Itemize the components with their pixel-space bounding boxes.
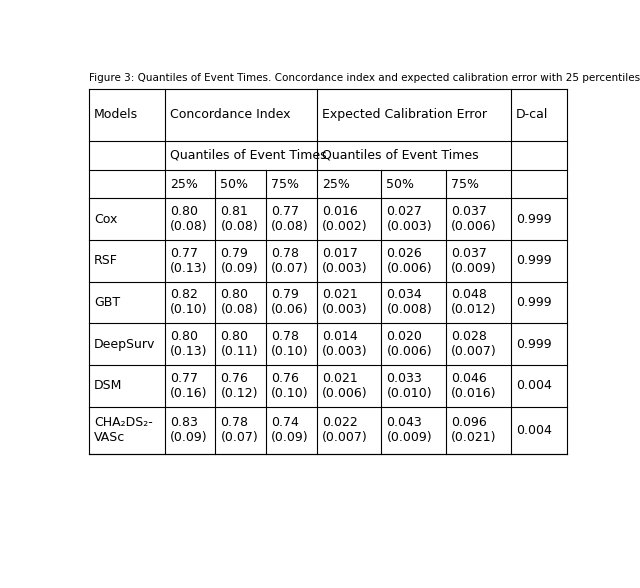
Text: DeepSurv: DeepSurv <box>94 338 156 350</box>
Text: GBT: GBT <box>94 296 120 309</box>
Text: 25%: 25% <box>170 178 198 191</box>
Text: 0.017
(0.003): 0.017 (0.003) <box>322 247 367 275</box>
Text: 0.80
(0.08): 0.80 (0.08) <box>220 288 258 316</box>
Text: 0.76
(0.12): 0.76 (0.12) <box>220 372 258 400</box>
Text: 0.999: 0.999 <box>516 296 552 309</box>
Text: 0.999: 0.999 <box>516 213 552 226</box>
Text: 0.78
(0.07): 0.78 (0.07) <box>220 416 258 445</box>
Text: 0.028
(0.007): 0.028 (0.007) <box>451 330 497 358</box>
Text: 0.80
(0.08): 0.80 (0.08) <box>170 205 207 233</box>
Text: 50%: 50% <box>387 178 414 191</box>
Text: Cox: Cox <box>94 213 117 226</box>
Text: 0.022
(0.007): 0.022 (0.007) <box>322 416 367 445</box>
Text: 0.77
(0.16): 0.77 (0.16) <box>170 372 207 400</box>
Text: Quantiles of Event Times: Quantiles of Event Times <box>322 149 478 162</box>
Text: Figure 3: Quantiles of Event Times. Concordance index and expected calibration e: Figure 3: Quantiles of Event Times. Conc… <box>89 73 640 83</box>
Text: 0.004: 0.004 <box>516 379 552 392</box>
Text: 0.77
(0.08): 0.77 (0.08) <box>271 205 309 233</box>
Text: 0.999: 0.999 <box>516 254 552 267</box>
Text: CHA₂DS₂-
VASc: CHA₂DS₂- VASc <box>94 416 152 445</box>
Text: 0.76
(0.10): 0.76 (0.10) <box>271 372 308 400</box>
Text: 0.037
(0.009): 0.037 (0.009) <box>451 247 497 275</box>
Text: 0.74
(0.09): 0.74 (0.09) <box>271 416 308 445</box>
Text: 0.81
(0.08): 0.81 (0.08) <box>220 205 258 233</box>
Text: 0.83
(0.09): 0.83 (0.09) <box>170 416 207 445</box>
Text: 75%: 75% <box>271 178 299 191</box>
Text: 0.037
(0.006): 0.037 (0.006) <box>451 205 497 233</box>
Text: 0.79
(0.09): 0.79 (0.09) <box>220 247 258 275</box>
Text: DSM: DSM <box>94 379 122 392</box>
Text: 75%: 75% <box>451 178 479 191</box>
Text: 25%: 25% <box>322 178 349 191</box>
Text: 0.004: 0.004 <box>516 424 552 437</box>
Text: 0.014
(0.003): 0.014 (0.003) <box>322 330 367 358</box>
Text: Models: Models <box>94 108 138 121</box>
Text: RSF: RSF <box>94 254 118 267</box>
Text: 50%: 50% <box>220 178 248 191</box>
Text: 0.020
(0.006): 0.020 (0.006) <box>387 330 432 358</box>
Text: 0.021
(0.006): 0.021 (0.006) <box>322 372 367 400</box>
Text: 0.027
(0.003): 0.027 (0.003) <box>387 205 432 233</box>
Text: Quantiles of Event Times: Quantiles of Event Times <box>170 149 326 162</box>
Text: 0.046
(0.016): 0.046 (0.016) <box>451 372 497 400</box>
Text: Concordance Index: Concordance Index <box>170 108 291 121</box>
Text: 0.033
(0.010): 0.033 (0.010) <box>387 372 432 400</box>
Text: 0.79
(0.06): 0.79 (0.06) <box>271 288 308 316</box>
Text: Expected Calibration Error: Expected Calibration Error <box>322 108 486 121</box>
Text: 0.78
(0.07): 0.78 (0.07) <box>271 247 309 275</box>
Text: 0.82
(0.10): 0.82 (0.10) <box>170 288 207 316</box>
Text: 0.77
(0.13): 0.77 (0.13) <box>170 247 207 275</box>
Text: 0.043
(0.009): 0.043 (0.009) <box>387 416 432 445</box>
Text: 0.034
(0.008): 0.034 (0.008) <box>387 288 432 316</box>
Text: 0.021
(0.003): 0.021 (0.003) <box>322 288 367 316</box>
Text: 0.80
(0.11): 0.80 (0.11) <box>220 330 258 358</box>
Text: 0.096
(0.021): 0.096 (0.021) <box>451 416 497 445</box>
Text: 0.80
(0.13): 0.80 (0.13) <box>170 330 207 358</box>
Text: 0.78
(0.10): 0.78 (0.10) <box>271 330 308 358</box>
Text: 0.048
(0.012): 0.048 (0.012) <box>451 288 497 316</box>
Text: 0.999: 0.999 <box>516 338 552 350</box>
Text: D-cal: D-cal <box>516 108 548 121</box>
Text: 0.016
(0.002): 0.016 (0.002) <box>322 205 367 233</box>
Text: 0.026
(0.006): 0.026 (0.006) <box>387 247 432 275</box>
